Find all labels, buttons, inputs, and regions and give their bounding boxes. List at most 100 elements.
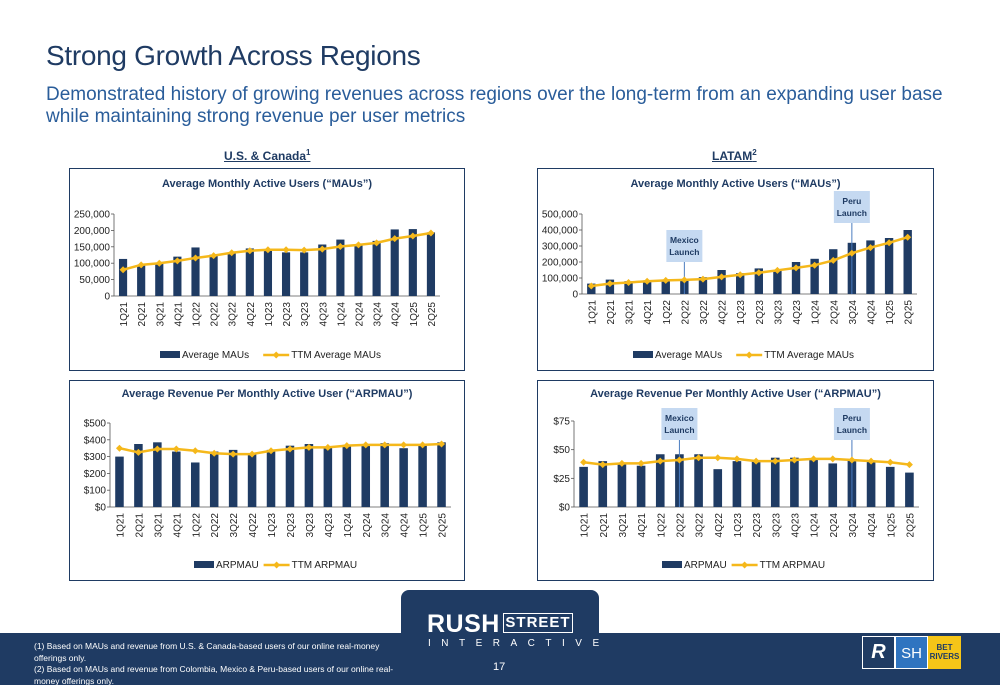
latam-arpmau-bar	[655, 454, 665, 507]
latam-arpmau-ttm-point	[848, 456, 856, 464]
latam-arpmau-x-tick-label: 2Q21	[599, 513, 610, 538]
us-arpmau-y-tick-label: $0	[95, 503, 107, 514]
us-arpmau-y-tick-label: $100	[84, 486, 107, 497]
latam-heading: LATAM2	[712, 148, 757, 163]
latam-mau-y-tick-label: 100,000	[542, 274, 579, 285]
latam-arpmau-x-tick-label: 2Q23	[752, 513, 763, 538]
us-mau-x-tick-label: 1Q21	[119, 302, 130, 327]
latam-mau-y-tick-label: 300,000	[542, 242, 579, 253]
latam-arpmau-ttm-point	[675, 456, 683, 464]
latam-arpmau-bar	[809, 458, 818, 507]
latam-arpmau-callout-label: Launch	[837, 425, 867, 435]
us-mau-bar	[263, 249, 273, 296]
latam-mau-bar	[698, 277, 708, 294]
us-mau-chart-svg: Average Monthly Active Users (“MAUs”) 0 50…	[74, 178, 440, 361]
us-arpmau-x-tick-label: 2Q24	[362, 513, 373, 538]
us-mau-x-tick-label: 2Q25	[427, 302, 438, 327]
latam-mau-ttm-point	[848, 249, 856, 257]
us-mau-ttm-point	[192, 254, 199, 262]
us-arpmau-y-tick-label: $300	[84, 452, 107, 463]
latam-mau-x-tick-label: 3Q23	[773, 300, 784, 325]
latam-arpmau-x-tick-label: 4Q22	[714, 513, 725, 538]
us-mau-x-tick-label: 3Q21	[155, 302, 166, 327]
us-arpmau-x-tick-label: 3Q22	[229, 513, 240, 538]
us-mau-ttm-point	[155, 259, 163, 267]
us-arpmau-chart-svg: Average Revenue Per Monthly Active User …	[84, 388, 451, 571]
latam-mau-ttm-point	[662, 276, 670, 284]
latam-arpmau-ttm-point	[905, 461, 913, 469]
latam-mau-ttm-point	[829, 256, 837, 264]
us-mau-bar	[227, 252, 236, 296]
latam-arpmau-ttm-point	[752, 457, 760, 465]
betrivers-logo-icon: BET RIVERS	[928, 636, 961, 669]
latam-mau-ttm-point	[718, 273, 726, 281]
us-arpmau-x-tick-label: 1Q23	[267, 513, 278, 538]
latam-arpmau-callout-label: Peru	[842, 413, 861, 423]
us-arpmau-x-tick-label: 1Q25	[419, 513, 430, 538]
us-arpmau-x-tick-label: 4Q22	[248, 513, 259, 538]
latam-arpmau-ttm-point	[867, 457, 875, 465]
latam-arpmau-bar	[617, 463, 627, 507]
latam-mau-bar	[866, 240, 875, 294]
us-arpmau-bar	[342, 444, 352, 507]
latam-mau-ttm-point	[699, 275, 707, 283]
us-arpmau-y-tick-label: $500	[84, 419, 107, 430]
us-arpmau-bar	[266, 449, 276, 507]
latam-mau-y-tick-label: 500,000	[542, 210, 579, 221]
latam-mau-x-tick-label: 2Q22	[680, 300, 691, 325]
us-mau-y-tick-label: 50,000	[79, 275, 110, 286]
page-number: 17	[493, 661, 506, 673]
latam-arpmau-bar	[579, 466, 588, 507]
latam-mau-y-tick-label: 200,000	[542, 258, 579, 269]
us-mau-bar	[426, 232, 436, 296]
latam-arpmau-x-tick-label: 4Q23	[790, 513, 801, 538]
us-arpmau-bar	[153, 442, 162, 507]
us-arpmau-x-tick-label: 3Q23	[305, 513, 316, 538]
us-mau-ttm-point	[137, 261, 145, 269]
latam-arpmau-x-tick-label: 2Q25	[905, 513, 916, 538]
us-arpmau-bar	[323, 446, 333, 507]
us-arpmau-x-tick-label: 3Q24	[381, 513, 392, 538]
us-arpmau-ttm-line	[119, 442, 442, 456]
latam-arpmau-bar	[866, 461, 876, 507]
latam-arpmau-x-tick-label: 1Q22	[656, 513, 667, 538]
latam-mau-callout-box	[833, 191, 870, 223]
us-mau-bar	[408, 229, 417, 296]
us-mau-x-tick-label: 4Q22	[246, 302, 257, 327]
us-arpmau-x-tick-label: 1Q24	[343, 513, 354, 538]
footnote-1: (1) Based on MAUs and revenue from U.S. …	[34, 641, 380, 663]
latam-arpmau-chart-title: Average Revenue Per Monthly Active User …	[590, 388, 881, 400]
us-arpmau-bar	[134, 444, 143, 507]
us-arpmau-bar	[361, 444, 371, 507]
us-mau-x-tick-label: 4Q21	[173, 302, 184, 327]
latam-mau-x-tick-label: 2Q23	[755, 300, 766, 325]
latam-mau-legend-line-label: TTM Average MAUs	[764, 350, 854, 361]
us-arpmau-ttm-point	[324, 443, 332, 451]
latam-arpmau-x-tick-label: 1Q24	[810, 513, 821, 538]
us-mau-ttm-point	[336, 242, 344, 250]
us-arpmau-ttm-point	[210, 449, 218, 457]
latam-arpmau-ttm-point	[886, 458, 894, 466]
us-arpmau-bar	[247, 453, 257, 507]
latam-arpmau-legend-line-label: TTM ARPMAU	[760, 560, 826, 571]
us-arpmau-x-tick-label: 2Q22	[210, 513, 221, 538]
us-mau-ttm-point	[282, 246, 290, 254]
latam-mau-x-tick-label: 1Q24	[811, 300, 822, 325]
us-mau-bar	[245, 248, 254, 296]
us-arpmau-ttm-point	[343, 442, 351, 450]
us-mau-chart-panel: Average Monthly Active Users (“MAUs”) 0 50…	[69, 168, 465, 371]
latam-arpmau-y-tick-label: $0	[559, 503, 571, 514]
latam-arpmau-bar	[598, 461, 608, 507]
latam-mau-bar	[642, 280, 652, 294]
latam-mau-x-tick-label: 3Q22	[699, 300, 710, 325]
latam-mau-bar	[661, 279, 670, 294]
us-arpmau-y-tick-label: $200	[84, 469, 107, 480]
latam-arpmau-ttm-point	[790, 456, 798, 464]
us-arpmau-legend-bar-label: ARPMAU	[216, 560, 259, 571]
us-arpmau-ttm-point	[381, 441, 389, 449]
us-arpmau-chart-panel: Average Revenue Per Monthly Active User …	[69, 380, 465, 581]
latam-mau-chart-svg: Average Monthly Active Users (“MAUs”) 0 10…	[542, 178, 917, 361]
us-mau-ttm-point	[228, 249, 236, 257]
us-mau-ttm-point	[355, 241, 362, 249]
latam-arpmau-x-tick-label: 1Q25	[886, 513, 897, 538]
